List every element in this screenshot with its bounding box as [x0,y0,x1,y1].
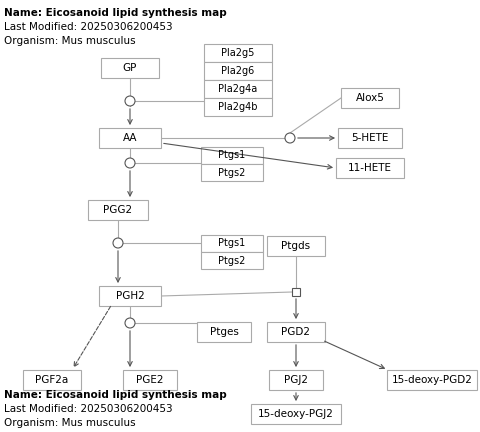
Text: Ptgds: Ptgds [281,241,311,251]
Circle shape [125,158,135,168]
Bar [267,236,325,256]
Bar [88,200,148,220]
Bar [338,128,402,148]
Circle shape [113,238,123,248]
Text: Name: Eicosanoid lipid synthesis map: Name: Eicosanoid lipid synthesis map [4,390,227,400]
Bar [197,322,251,342]
Bar [99,286,161,306]
Bar [292,288,300,296]
Bar [341,88,399,108]
Bar [201,164,263,181]
Text: AA: AA [123,133,137,143]
Text: 5-HETE: 5-HETE [351,133,389,143]
Text: 15-deoxy-PGD2: 15-deoxy-PGD2 [392,375,472,385]
Bar [204,44,272,62]
Bar [201,252,263,269]
Bar [336,158,404,178]
Text: PGG2: PGG2 [103,205,132,215]
Text: PGJ2: PGJ2 [284,375,308,385]
Text: Organism: Mus musculus: Organism: Mus musculus [4,36,136,46]
Text: Alox5: Alox5 [356,93,384,103]
Text: Last Modified: 20250306200453: Last Modified: 20250306200453 [4,22,173,32]
Text: PGE2: PGE2 [136,375,164,385]
Bar [204,62,272,80]
Text: Ptges: Ptges [210,327,239,337]
Text: GP: GP [123,63,137,73]
Bar [123,370,177,390]
Bar [201,147,263,164]
Circle shape [125,96,135,106]
Text: Organism: Mus musculus: Organism: Mus musculus [4,418,136,428]
Circle shape [125,318,135,328]
Text: 15-deoxy-PGJ2: 15-deoxy-PGJ2 [258,409,334,419]
Text: Last Modified: 20250306200453: Last Modified: 20250306200453 [4,404,173,414]
Text: Ptgs1: Ptgs1 [218,150,246,161]
Text: Ptgs1: Ptgs1 [218,238,246,248]
Text: Ptgs2: Ptgs2 [218,168,246,178]
Text: Pla2g5: Pla2g5 [221,48,255,58]
Text: Name: Eicosanoid lipid synthesis map: Name: Eicosanoid lipid synthesis map [4,8,227,18]
Text: Pla2g4a: Pla2g4a [218,84,258,94]
Bar [251,404,341,424]
Bar [269,370,323,390]
Text: PGH2: PGH2 [116,291,144,301]
Text: Pla2g4b: Pla2g4b [218,102,258,112]
Text: Pla2g6: Pla2g6 [221,66,254,76]
Bar [204,80,272,98]
Bar [201,235,263,252]
Bar [101,58,159,78]
Bar [267,322,325,342]
Bar [387,370,477,390]
Text: Ptgs2: Ptgs2 [218,255,246,266]
Circle shape [285,133,295,143]
Bar [204,98,272,116]
Text: PGF2a: PGF2a [36,375,69,385]
Bar [23,370,81,390]
Bar [99,128,161,148]
Text: 11-HETE: 11-HETE [348,163,392,173]
Text: PGD2: PGD2 [281,327,311,337]
